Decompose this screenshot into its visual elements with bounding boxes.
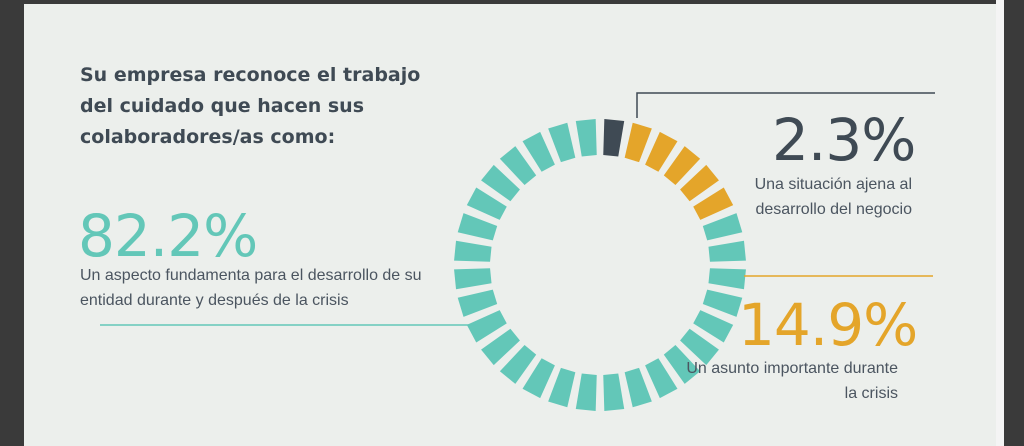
donut-segment — [457, 289, 498, 317]
donut-segment — [708, 268, 746, 290]
donut-segment — [522, 358, 555, 399]
slice-description: Una situación ajena al desarrollo del ne… — [754, 176, 912, 218]
donut-segment — [624, 122, 652, 163]
donut-segment — [708, 240, 746, 262]
donut-segment — [680, 328, 719, 366]
chart-title: Su empresa reconoce el trabajo del cuida… — [80, 64, 421, 148]
donut-segment — [663, 345, 701, 384]
donut-segment — [575, 373, 597, 411]
donut-segment — [702, 213, 743, 241]
donut-segment — [693, 310, 734, 343]
card-edge — [996, 0, 1004, 446]
donut-segment — [575, 119, 597, 157]
donut-segment — [481, 164, 520, 202]
slice-description: Un asunto importante durante la crisis — [686, 360, 898, 402]
donut-segments — [454, 119, 746, 411]
donut-segment — [454, 268, 492, 290]
donut-segment — [457, 213, 498, 241]
slice-description: Un aspecto fundamenta para el desarrollo… — [80, 267, 422, 309]
leader-line — [636, 92, 935, 118]
donut-segment — [548, 367, 576, 408]
donut-segment — [454, 240, 492, 262]
donut-segment — [663, 146, 701, 185]
donut-segment — [624, 367, 652, 408]
donut-segment — [645, 358, 678, 399]
donut-segment — [499, 146, 537, 185]
donut-segment — [466, 310, 507, 343]
donut-segment — [603, 373, 625, 411]
donut-segment — [466, 187, 507, 220]
donut-segment — [522, 131, 555, 172]
donut-segment — [680, 164, 719, 202]
donut-segment — [702, 289, 743, 317]
donut-segment — [548, 122, 576, 163]
donut-segment — [603, 119, 625, 157]
slice-value-label: 14.9% — [738, 291, 918, 359]
donut-segment — [693, 187, 734, 220]
donut-segment — [645, 131, 678, 172]
donut-segment — [481, 328, 520, 366]
leader-lines — [100, 92, 935, 326]
donut-segment — [499, 345, 537, 384]
slice-value-label: 2.3% — [772, 106, 916, 174]
slice-value-label: 82.2% — [78, 202, 258, 270]
